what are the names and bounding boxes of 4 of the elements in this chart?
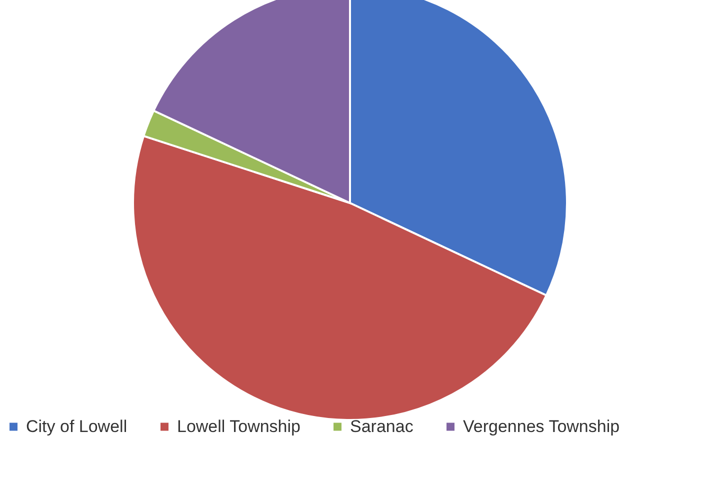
- legend-label: Lowell Township: [177, 416, 300, 436]
- legend-label: Saranac: [350, 416, 414, 436]
- legend-label: Vergennes Township: [463, 416, 620, 436]
- legend-label: City of Lowell: [26, 416, 128, 436]
